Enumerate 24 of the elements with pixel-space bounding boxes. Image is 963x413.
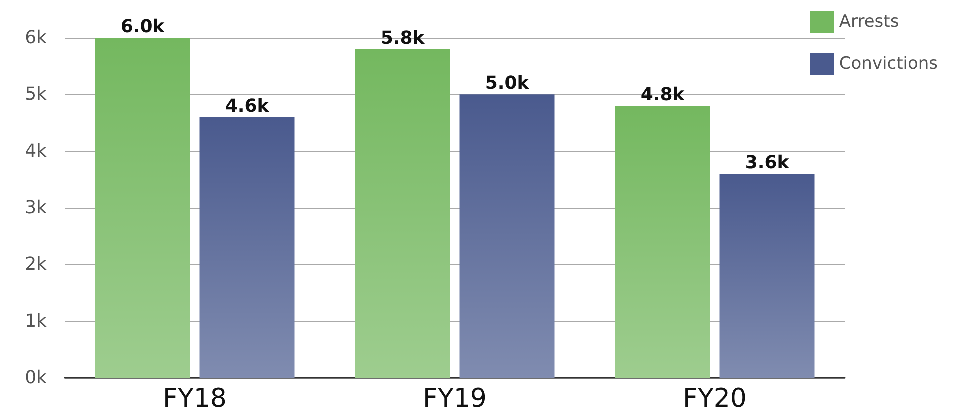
data-label: 4.6k: [225, 96, 270, 117]
y-tick-label: 1k: [25, 310, 48, 332]
data-label: 6.0k: [120, 16, 166, 38]
x-tick-label: FY20: [683, 384, 747, 413]
y-tick-label: 2k: [25, 254, 48, 276]
bar: [720, 174, 815, 378]
bar: [460, 94, 555, 378]
legend-label: Convictions: [839, 54, 938, 74]
y-tick-label: 5k: [25, 84, 48, 106]
y-tick-label: 3k: [25, 198, 48, 218]
bar: [200, 117, 295, 378]
x-tick-label: FY19: [423, 384, 487, 413]
y-tick-label: 0k: [25, 368, 48, 388]
legend-label: Arrests: [839, 12, 900, 32]
bar: [615, 106, 710, 378]
bar: [95, 38, 190, 378]
y-tick-label: 4k: [25, 140, 48, 162]
y-tick-label: 6k: [25, 28, 48, 48]
bar: [355, 49, 450, 378]
data-label: 5.0k: [485, 73, 530, 94]
data-label: 3.6k: [745, 152, 790, 174]
data-label: 4.8k: [640, 84, 686, 106]
x-tick-label: FY18: [163, 384, 227, 413]
data-label: 5.8k: [380, 28, 426, 49]
